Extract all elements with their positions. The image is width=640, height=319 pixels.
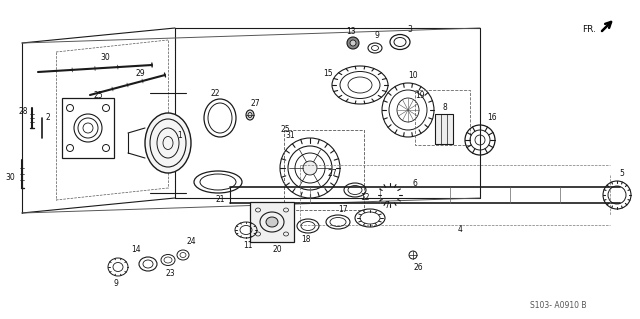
- Text: 12: 12: [360, 194, 370, 203]
- Text: 31: 31: [285, 131, 295, 140]
- Text: 21: 21: [215, 196, 225, 204]
- Text: FR.: FR.: [582, 26, 596, 34]
- Text: 16: 16: [487, 114, 497, 122]
- Text: 30: 30: [5, 174, 15, 182]
- Text: 28: 28: [19, 108, 28, 116]
- Text: 2: 2: [45, 114, 51, 122]
- Text: 7: 7: [385, 202, 389, 211]
- Text: 27: 27: [327, 168, 337, 177]
- Text: 19: 19: [415, 92, 425, 100]
- Ellipse shape: [350, 40, 356, 46]
- Bar: [250, 202, 294, 242]
- Text: 26: 26: [413, 263, 423, 271]
- Bar: [435, 114, 453, 144]
- Text: 18: 18: [301, 235, 311, 244]
- Text: 10: 10: [408, 71, 418, 80]
- Ellipse shape: [145, 113, 191, 173]
- Ellipse shape: [347, 37, 359, 49]
- Text: 9: 9: [374, 32, 380, 41]
- Bar: [415, 90, 470, 145]
- Text: 29: 29: [135, 69, 145, 78]
- Ellipse shape: [266, 217, 278, 227]
- Bar: [284, 130, 364, 210]
- Text: 25: 25: [280, 125, 290, 135]
- Text: 23: 23: [165, 270, 175, 278]
- Text: 11: 11: [243, 241, 253, 250]
- Text: 30: 30: [100, 53, 110, 62]
- Ellipse shape: [246, 110, 254, 120]
- Text: 4: 4: [458, 226, 463, 234]
- Text: 25: 25: [93, 92, 103, 100]
- Text: 22: 22: [211, 88, 220, 98]
- Text: 27: 27: [250, 99, 260, 108]
- Text: 17: 17: [338, 205, 348, 214]
- Text: 8: 8: [443, 103, 447, 113]
- Text: 15: 15: [323, 69, 333, 78]
- Text: 1: 1: [178, 130, 182, 139]
- Ellipse shape: [303, 161, 317, 175]
- Text: 13: 13: [346, 26, 356, 35]
- Text: 5: 5: [620, 168, 625, 177]
- Bar: [62, 98, 114, 158]
- Text: 6: 6: [413, 179, 417, 188]
- Text: S103- A0910 B: S103- A0910 B: [530, 300, 586, 309]
- Text: 24: 24: [186, 236, 196, 246]
- Text: 3: 3: [408, 26, 412, 34]
- Text: 14: 14: [131, 246, 141, 255]
- Text: 20: 20: [272, 246, 282, 255]
- Text: 9: 9: [113, 278, 118, 287]
